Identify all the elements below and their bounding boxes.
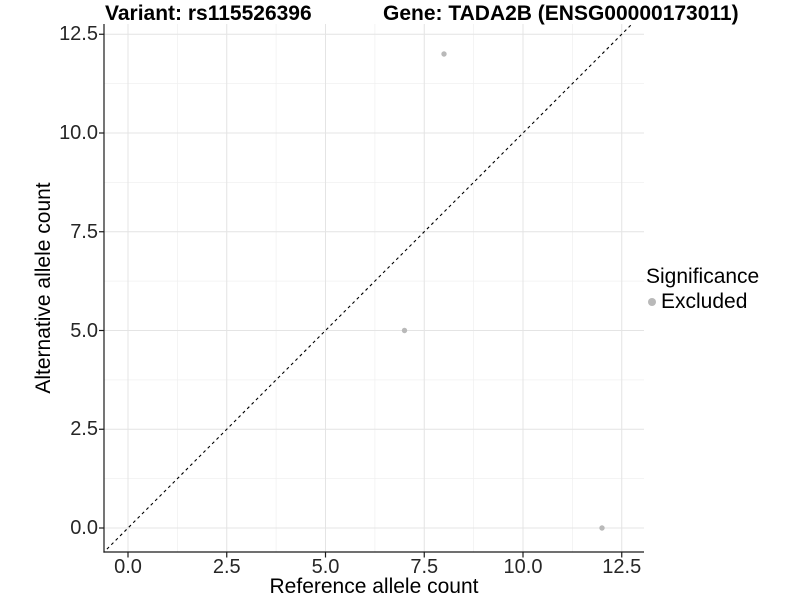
y-axis-title: Alternative allele count bbox=[32, 182, 55, 394]
legend-title: Significance bbox=[646, 265, 760, 288]
y-tick-label: 2.5 bbox=[70, 418, 98, 441]
y-tick-label: 10.0 bbox=[59, 122, 98, 144]
legend-item-label: Excluded bbox=[661, 290, 748, 313]
y-tick-label: 5.0 bbox=[70, 319, 98, 342]
x-tick-label: 0.0 bbox=[114, 556, 142, 578]
x-tick-label: 5.0 bbox=[311, 556, 340, 578]
x-tick-label: 7.5 bbox=[410, 556, 439, 578]
data-point bbox=[401, 327, 408, 334]
data-point bbox=[599, 525, 605, 531]
legend-point-icon bbox=[647, 298, 656, 306]
plot-title-variant: Variant: rs115526396 bbox=[105, 2, 312, 25]
y-tick-label: 0.0 bbox=[70, 517, 98, 539]
plot-title-gene: Gene: TADA2B (ENSG00000173011) bbox=[383, 2, 739, 25]
y-tick-label: 12.5 bbox=[59, 23, 98, 46]
legend: Significance Excluded bbox=[644, 265, 759, 314]
legend-item-excluded: Excluded bbox=[644, 290, 759, 314]
x-axis-title: Reference allele count bbox=[269, 575, 479, 598]
x-tick-label: 2.5 bbox=[212, 556, 241, 578]
data-point bbox=[441, 51, 447, 57]
x-tick-label: 12.5 bbox=[602, 556, 642, 578]
identity-line bbox=[104, 24, 633, 552]
plot-panel bbox=[99, 24, 644, 558]
x-tick-label: 10.0 bbox=[503, 556, 543, 578]
legend-key bbox=[644, 295, 659, 310]
y-tick-label: 7.5 bbox=[70, 220, 98, 243]
